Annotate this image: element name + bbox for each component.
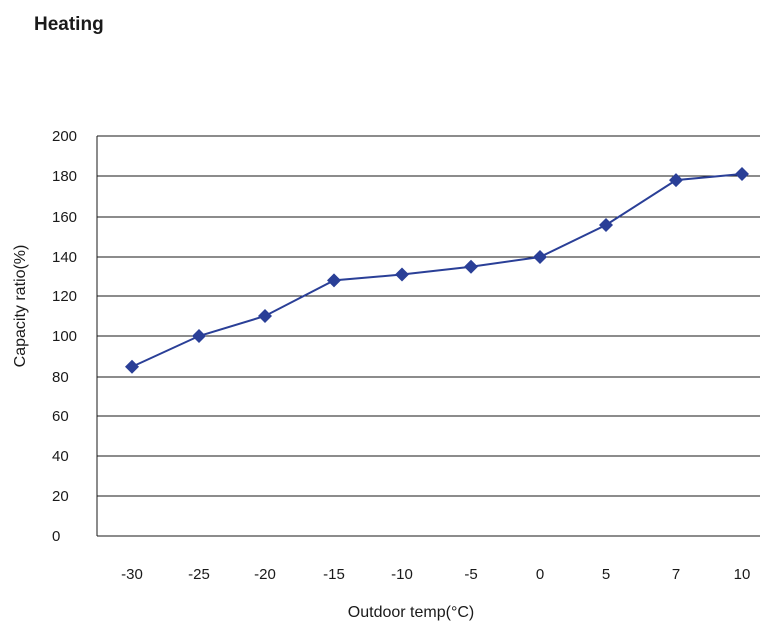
y-tick-label: 20 (52, 488, 69, 505)
x-tick-label: -10 (391, 566, 413, 583)
x-tick-label: 0 (536, 566, 544, 583)
data-point-marker (395, 267, 409, 282)
series-group (125, 167, 749, 374)
data-point-marker (735, 167, 749, 181)
x-tick-label: -15 (323, 566, 345, 583)
x-tick-label: 5 (602, 566, 610, 583)
x-axis-ticks: -30 -25 -20 -15 -10 -5 0 5 7 10 (121, 566, 750, 583)
y-tick-label: 60 (52, 408, 69, 425)
y-tick-label: 200 (52, 128, 77, 145)
data-point-marker (258, 309, 272, 323)
data-point-marker (327, 273, 341, 288)
y-tick-label: 80 (52, 369, 69, 386)
gridlines (97, 135, 760, 537)
y-tick-label: 0 (52, 528, 60, 545)
data-point-marker (464, 259, 478, 274)
x-tick-label: -30 (121, 566, 143, 583)
x-tick-label: -20 (254, 566, 276, 583)
y-tick-label: 100 (52, 328, 77, 345)
data-point-marker (533, 250, 547, 264)
data-point-marker (669, 173, 683, 188)
data-point-marker (599, 218, 613, 232)
chart-title: Heating (34, 14, 104, 35)
y-tick-label: 160 (52, 209, 77, 226)
y-tick-label: 120 (52, 288, 77, 305)
x-tick-label: -25 (188, 566, 210, 583)
y-tick-label: 140 (52, 249, 77, 266)
y-tick-label: 40 (52, 448, 69, 465)
y-axis-ticks: 0 20 40 60 80 100 120 140 160 180 200 (52, 128, 77, 545)
x-tick-label: 7 (672, 566, 680, 583)
y-axis-label: Capacity ratio(%) (12, 245, 29, 368)
x-axis-label: Outdoor temp(°C) (348, 604, 474, 621)
x-tick-label: 10 (734, 566, 751, 583)
data-point-marker (192, 329, 206, 343)
x-tick-label: -5 (464, 566, 477, 583)
series-line (131, 173, 743, 368)
y-tick-label: 180 (52, 168, 77, 185)
data-point-marker (125, 359, 139, 374)
